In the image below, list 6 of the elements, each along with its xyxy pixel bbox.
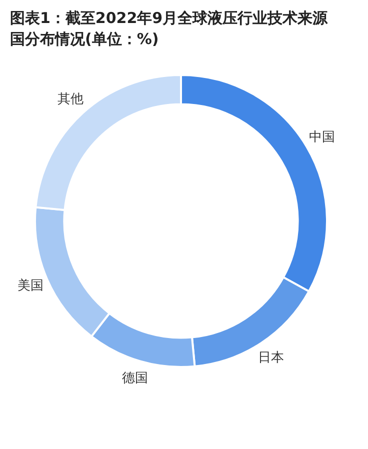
chart-title: 图表1：截至2022年9月全球液压行业技术来源国分布情况(单位：%) xyxy=(10,8,329,50)
slice-label: 日本 xyxy=(258,350,284,366)
slice-label: 美国 xyxy=(17,278,44,294)
slice-label: 德国 xyxy=(122,370,148,386)
slice-label: 中国 xyxy=(309,130,336,145)
slice-label: 其他 xyxy=(58,92,84,108)
